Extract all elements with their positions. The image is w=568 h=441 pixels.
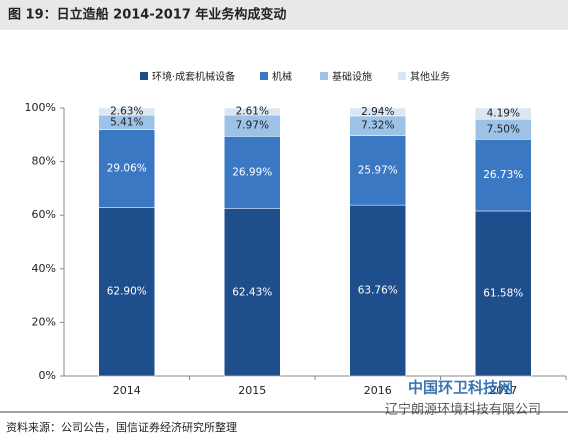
bar-segment	[349, 204, 406, 377]
value-label: 63.76%	[358, 285, 398, 297]
value-label: 7.32%	[361, 120, 394, 132]
x-tick-label: 2016	[364, 384, 392, 397]
value-label: 2.63%	[110, 106, 143, 118]
watermark: 中国环卫科技网	[408, 379, 513, 397]
value-label: 2.61%	[236, 105, 269, 117]
legend-label: 其他业务	[410, 70, 450, 83]
value-label: 2.94%	[361, 106, 394, 118]
value-label: 26.99%	[232, 167, 272, 179]
value-label: 25.97%	[358, 164, 398, 176]
legend-swatch	[260, 72, 268, 80]
chart-title: 图 19：日立造船 2014-2017 年业务构成变动	[8, 7, 286, 23]
bar-segment	[349, 135, 406, 206]
watermark: 辽宁朗源环境科技有限公司	[385, 402, 541, 418]
bar-segment	[98, 107, 155, 116]
value-label: 62.90%	[107, 286, 147, 298]
y-tick-label: 100%	[25, 101, 56, 114]
bar-segment	[98, 129, 155, 208]
x-tick-label: 2015	[238, 384, 266, 397]
legend-swatch	[398, 72, 406, 80]
legend-swatch	[140, 72, 148, 80]
legend-swatch	[320, 72, 328, 80]
value-label: 29.06%	[107, 162, 147, 174]
value-label: 62.43%	[232, 286, 272, 298]
x-tick-label: 2017	[489, 384, 517, 397]
bar-segment	[475, 210, 532, 377]
title-bar	[0, 0, 568, 30]
bar-segment	[224, 208, 281, 377]
value-label: 7.50%	[487, 123, 520, 135]
bar-segment	[349, 107, 406, 117]
value-label: 61.58%	[483, 287, 523, 299]
bar-segment	[475, 107, 532, 120]
y-tick-label: 0%	[39, 369, 56, 382]
value-label: 7.97%	[236, 120, 269, 132]
y-tick-label: 60%	[32, 208, 56, 221]
legend-label: 环境·成套机械设备	[152, 70, 235, 83]
y-tick-label: 20%	[32, 315, 56, 328]
y-tick-label: 80%	[32, 155, 56, 168]
source-note: 资料来源：公司公告，国信证券经济研究所整理	[6, 420, 237, 434]
value-label: 4.19%	[487, 108, 520, 120]
bar-segment	[98, 207, 155, 377]
bar-segment	[224, 136, 281, 209]
value-label: 5.41%	[110, 116, 143, 128]
bar-segment	[475, 139, 532, 212]
legend-label: 基础设施	[332, 70, 372, 83]
y-tick-label: 40%	[32, 262, 56, 275]
legend-label: 机械	[272, 70, 292, 83]
bar-segment	[224, 107, 281, 116]
value-label: 26.73%	[483, 169, 523, 181]
x-tick-label: 2014	[113, 384, 141, 397]
